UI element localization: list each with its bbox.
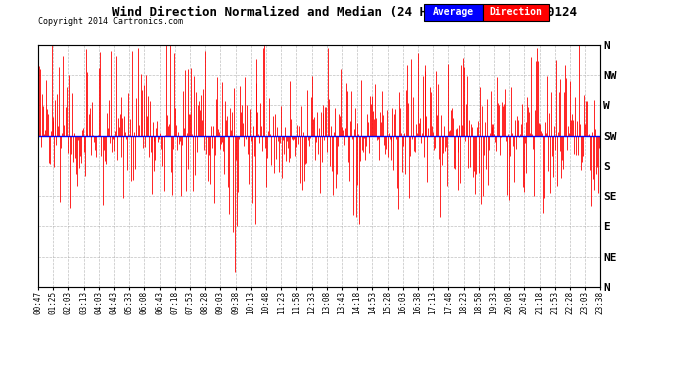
Text: Average: Average	[433, 7, 474, 17]
Text: Wind Direction Normalized and Median (24 Hours) (New) 20140124: Wind Direction Normalized and Median (24…	[112, 6, 578, 19]
Text: Direction: Direction	[489, 7, 542, 17]
Text: Copyright 2014 Cartronics.com: Copyright 2014 Cartronics.com	[38, 17, 183, 26]
